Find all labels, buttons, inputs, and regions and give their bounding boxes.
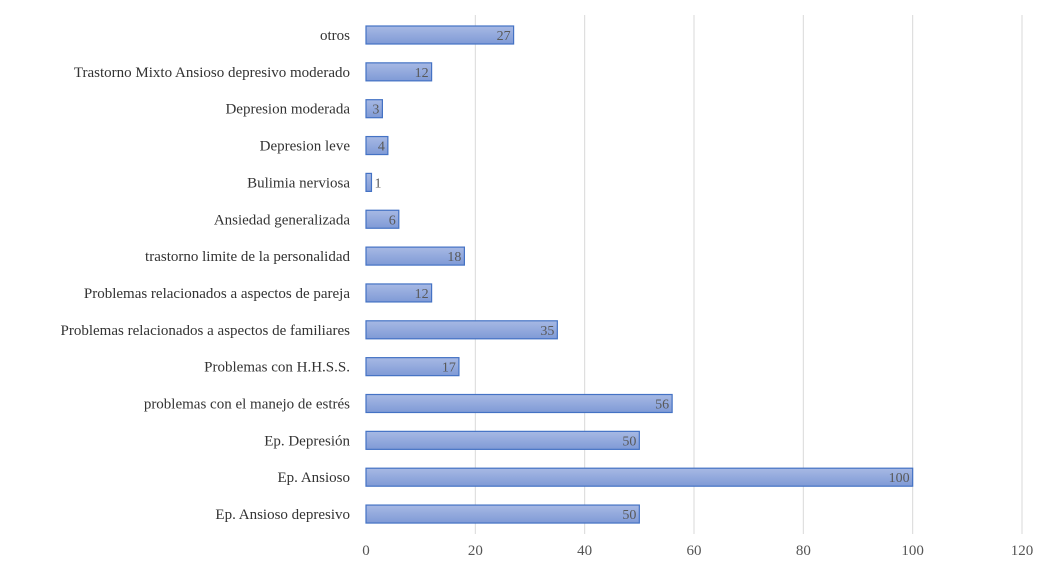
- bar: [365, 172, 373, 192]
- data-label: 4: [378, 140, 385, 155]
- bar: [365, 504, 640, 524]
- data-label: 27: [497, 29, 511, 44]
- category-label: Problemas relacionados a aspectos de par…: [84, 286, 350, 302]
- category-label: Bulimia nerviosa: [247, 175, 350, 191]
- data-label: 50: [622, 434, 636, 449]
- category-label: Ep. Ansioso depresivo: [215, 507, 350, 523]
- x-tick-label: 20: [468, 543, 483, 559]
- category-label: Problemas relacionados a aspectos de fam…: [61, 323, 351, 339]
- data-label: 6: [389, 213, 396, 228]
- bar: [365, 209, 400, 229]
- bar: [365, 99, 383, 119]
- category-label: Ansiedad generalizada: [214, 212, 351, 228]
- data-label: 100: [889, 471, 910, 486]
- x-axis-ticks: 0 20 40 60 80 100 120: [362, 543, 1033, 559]
- category-label: Ep. Depresión: [264, 433, 350, 449]
- gridlines: [474, 15, 1023, 535]
- category-label: otros: [320, 28, 350, 44]
- bar: [365, 320, 558, 340]
- bar: [365, 135, 389, 156]
- data-label: 50: [622, 508, 636, 523]
- x-tick-label: 40: [577, 543, 592, 559]
- x-tick-label: 100: [901, 543, 924, 559]
- category-label: Depresion leve: [260, 139, 351, 155]
- x-tick-label: 60: [687, 543, 702, 559]
- bar: [365, 283, 433, 303]
- x-tick-label: 80: [796, 543, 811, 559]
- data-label: 3: [372, 103, 379, 118]
- bar: [365, 357, 460, 377]
- bar: [365, 62, 433, 82]
- category-label: problemas con el manejo de estrés: [144, 397, 350, 413]
- category-label: Problemas con H.H.S.S.: [204, 360, 350, 376]
- category-labels: otros Trastorno Mixto Ansioso depresivo m…: [61, 28, 351, 523]
- bar: [365, 430, 640, 450]
- data-label: 56: [655, 398, 669, 413]
- data-label: 17: [442, 361, 456, 376]
- category-label: Ep. Ansioso: [277, 470, 350, 486]
- bar: [365, 467, 914, 487]
- category-label: Trastorno Mixto Ansioso depresivo modera…: [74, 65, 350, 81]
- data-label: 35: [540, 324, 554, 339]
- category-label: Depresion moderada: [225, 102, 350, 118]
- bars: [365, 25, 914, 524]
- bar: [365, 393, 673, 414]
- data-labels: 27 12 3 4 1 6 18 12 35 17 56 50 100 50: [372, 29, 909, 523]
- category-label: trastorno limite de la personalidad: [145, 249, 350, 265]
- data-label: 18: [447, 250, 461, 265]
- bar: [365, 25, 515, 45]
- x-tick-label: 120: [1011, 543, 1034, 559]
- data-label: 1: [374, 176, 381, 191]
- x-tick-label: 0: [362, 543, 370, 559]
- data-label: 12: [415, 287, 429, 302]
- bar: [365, 246, 466, 266]
- data-label: 12: [415, 66, 429, 81]
